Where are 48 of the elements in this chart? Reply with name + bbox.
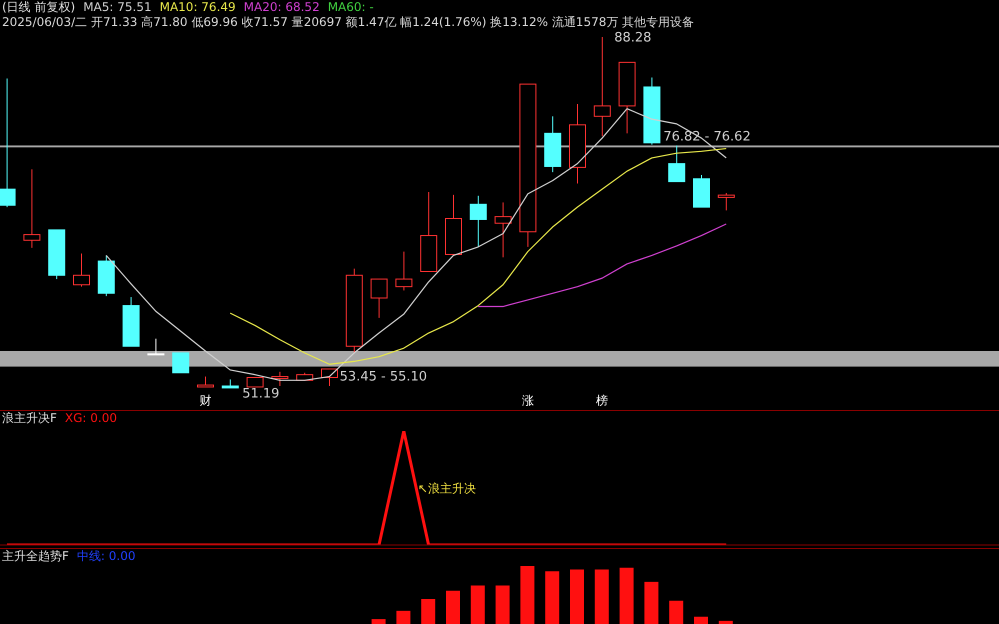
annotation: 51.19 — [242, 386, 280, 402]
candlestick — [370, 278, 388, 318]
annotation: 88.28 — [614, 30, 652, 46]
chart-title: (日线 前复权) — [2, 0, 76, 15]
bar — [470, 585, 485, 624]
band-label: 53.45 - 55.10 — [340, 370, 428, 385]
candlestick — [718, 192, 735, 211]
x-tick-label: 财 — [199, 394, 212, 408]
chart-subtitle: 2025/06/03/二 开71.33 高71.80 低69.96 收71.57 量20697 额1.47亿 幅1.24(1.76%) 换13.12% 流通1578万 其他专用设备 — [2, 15, 696, 30]
bar — [396, 610, 410, 624]
candlestick — [395, 251, 412, 291]
candlestick — [271, 371, 288, 387]
legend-label: MA60: - — [328, 0, 374, 15]
bar — [496, 585, 510, 624]
text: XG: 0.00 — [64, 411, 118, 426]
chart-title: 浪主升决F — [2, 411, 57, 426]
band-label: 76.82 - 76.62 — [663, 129, 751, 144]
text: MA5: 75.51 — [83, 0, 152, 15]
candlestick — [196, 376, 214, 388]
bar — [620, 568, 634, 624]
bar — [594, 570, 609, 624]
candlestick — [494, 202, 512, 258]
bar — [718, 620, 733, 624]
bar — [694, 616, 708, 624]
chart-title: 主升全趋势F — [2, 549, 69, 564]
bar — [372, 619, 386, 624]
x-tick-label: 涨 — [522, 394, 534, 408]
candlestick — [246, 376, 264, 388]
bar — [520, 566, 534, 624]
bar — [669, 600, 684, 624]
bar — [545, 571, 560, 624]
candlestick — [594, 36, 611, 137]
candlestick — [147, 338, 164, 356]
annotation: ↖浪主升决 — [418, 481, 476, 496]
candlestick — [172, 352, 190, 374]
candlestick — [0, 78, 16, 208]
candlestick — [470, 195, 487, 248]
bar — [644, 582, 658, 624]
chart-subtitle: 中线: 0.00 — [76, 549, 136, 564]
bar — [421, 599, 436, 624]
candlestick — [72, 253, 90, 288]
text: MA20: 68.52 — [244, 0, 320, 15]
candlestick — [668, 144, 686, 182]
candlestick — [23, 168, 40, 248]
text: MA10: 76.49 — [160, 0, 236, 15]
bar — [446, 590, 460, 624]
x-tick-label: 榜 — [596, 394, 608, 408]
bar — [570, 570, 584, 624]
